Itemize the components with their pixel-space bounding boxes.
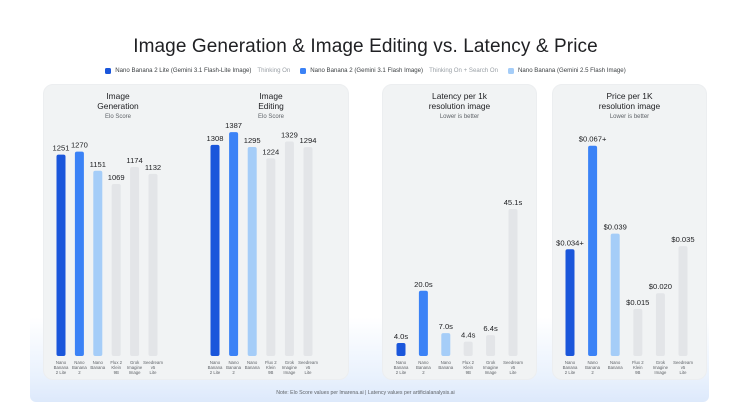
value-label: $0.039 [604,223,627,232]
tick-label: Nano Banana [90,360,105,370]
value-label: 1295 [244,136,261,145]
tick-label: Nano Banana [608,360,623,370]
value-label: 1174 [126,156,142,165]
value-label: $0.015 [626,298,649,307]
tick-label: Grok Imagine Image [127,360,143,375]
chart-title-image-editing: Image Editing [258,91,284,111]
bar [508,208,518,356]
tick-label: Grok Imagine Image [483,360,499,375]
legend-note: Thinking On [257,67,291,74]
tick-label: Nano Banana [245,360,260,370]
value-label: 1270 [71,141,88,150]
value-label: 4.0s [394,332,409,341]
bar [210,144,220,356]
bar [284,141,294,356]
legend-swatch [300,67,307,74]
chart-subtitle: Lower is better [609,114,650,120]
tick-label: Nano Banana 2 Lite [208,360,223,375]
value-label: 1224 [262,147,279,156]
bar [74,151,84,356]
tick-label: Flux 2 Klein 9B [632,360,644,375]
value-label: 1308 [207,134,224,143]
tick-label: Nano Banana 2 [416,360,431,375]
bar [303,147,313,356]
chart-subtitle: Lower is better [439,114,480,120]
tick-label: Nano Banana 2 [585,360,600,375]
tick-label: Nano Banana 2 [226,360,241,375]
legend-label: Nano Banana 2 (Gemini 3.1 Flash Image) [310,67,424,74]
bar [565,249,575,356]
bar [266,158,276,356]
footnote: Note: Elo Score values per lmarena.ai | … [276,390,455,396]
value-label: 1151 [90,160,106,169]
value-label: 1251 [53,144,70,153]
bar [418,290,428,356]
bar [130,167,140,356]
legend-label: Nano Banana 2 Lite (Gemini 3.1 Flash-Lit… [115,67,252,74]
legend: Nano Banana 2 Lite (Gemini 3.1 Flash-Lit… [0,67,731,74]
chart-subtitle: Elo Score [104,114,131,120]
bar [678,246,688,356]
value-label: 1132 [145,163,161,172]
chart-title-image-generation: Image Generation [97,91,139,111]
tick-label: Nano Banana 2 Lite [394,360,409,375]
tick-label: Seedream v5 Lite [673,360,693,375]
tick-label: Grok Imagine Image [653,360,669,375]
page-title: Image Generation & Image Editing vs. Lat… [133,36,598,57]
bar [463,341,473,356]
value-label: 45.1s [504,198,523,207]
tick-label: Nano Banana 2 Lite [54,360,69,375]
bar [655,293,665,356]
value-label: 1294 [300,136,317,145]
chart-title-price: Price per 1K resolution image [598,91,661,111]
value-label: 7.0s [439,322,454,331]
value-label: 1329 [281,130,298,139]
chart-title-latency: Latency per 1k resolution image [428,91,491,111]
legend-label: Nano Banana (Gemini 2.5 Flash Image) [518,67,626,74]
bar [93,170,103,356]
tick-label: Flux 2 Klein 9B [110,360,122,375]
bar [610,233,620,356]
bar [148,173,158,356]
tick-label: Seedream v5 Lite [143,360,163,375]
tick-label: Flux 2 Klein 9B [265,360,277,375]
value-label: $0.020 [649,282,672,291]
bar [588,145,598,356]
bar [229,132,239,356]
tick-label: Seedream v5 Lite [503,360,523,375]
tick-label: Nano Banana 2 [72,360,87,375]
value-label: $0.034+ [556,238,584,247]
value-label: 20.0s [414,280,433,289]
bar [633,308,643,356]
value-label: 4.4s [461,331,476,340]
value-label: $0.035 [671,235,694,244]
tick-label: Seedream v5 Lite [298,360,318,375]
legend-swatch [508,67,515,74]
tick-label: Nano Banana 2 Lite [563,360,578,375]
tick-label: Nano Banana [438,360,453,370]
legend-item-nano-banana-2-lite: Nano Banana 2 Lite (Gemini 3.1 Flash-Lit… [105,67,290,74]
legend-item-nano-banana-2: Nano Banana 2 (Gemini 3.1 Flash Image) T… [300,67,498,74]
value-label: 6.4s [483,324,498,333]
tick-label: Flux 2 Klein 9B [462,360,474,375]
bar [396,342,406,356]
chart-subtitle: Elo Score [257,114,284,120]
bar [56,154,66,356]
legend-swatch [105,67,112,74]
legend-note: Thinking On + Search On [429,67,499,74]
value-label: $0.067+ [579,135,607,144]
tick-label: Grok Imagine Image [282,360,298,375]
legend-item-nano-banana: Nano Banana (Gemini 2.5 Flash Image) [508,67,626,74]
bar [111,183,121,356]
bar [486,335,496,356]
bar [441,333,451,356]
value-label: 1069 [108,173,125,182]
bar [247,146,257,356]
value-label: 1387 [225,121,242,130]
